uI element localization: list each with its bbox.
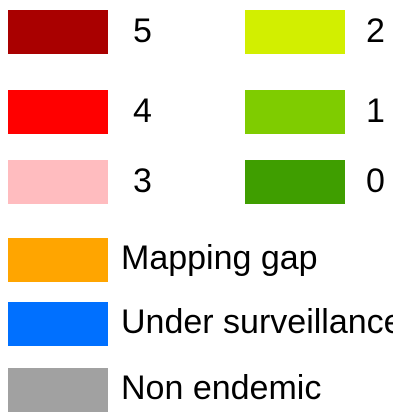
legend-label-0: 0	[366, 162, 385, 200]
legend-label-4: 4	[133, 92, 152, 130]
legend-label-under-surveillance: Under surveillance	[121, 303, 393, 341]
legend-label-mapping-gap: Mapping gap	[121, 239, 318, 277]
legend-label-5: 5	[133, 12, 152, 50]
legend-swatch-1	[245, 90, 345, 134]
legend-swatch-2	[245, 10, 345, 54]
legend-swatch-non-endemic	[8, 368, 108, 412]
legend-swatch-under-surveillance	[8, 302, 108, 346]
legend-swatch-mapping-gap	[8, 238, 108, 282]
legend-swatch-5	[8, 10, 108, 54]
legend-swatch-3	[8, 160, 108, 204]
legend-swatch-4	[8, 90, 108, 134]
legend-label-2: 2	[366, 12, 385, 50]
legend-label-1: 1	[366, 92, 385, 130]
legend-label-non-endemic: Non endemic	[121, 369, 322, 407]
legend-swatch-0	[245, 160, 345, 204]
legend-label-3: 3	[133, 162, 152, 200]
